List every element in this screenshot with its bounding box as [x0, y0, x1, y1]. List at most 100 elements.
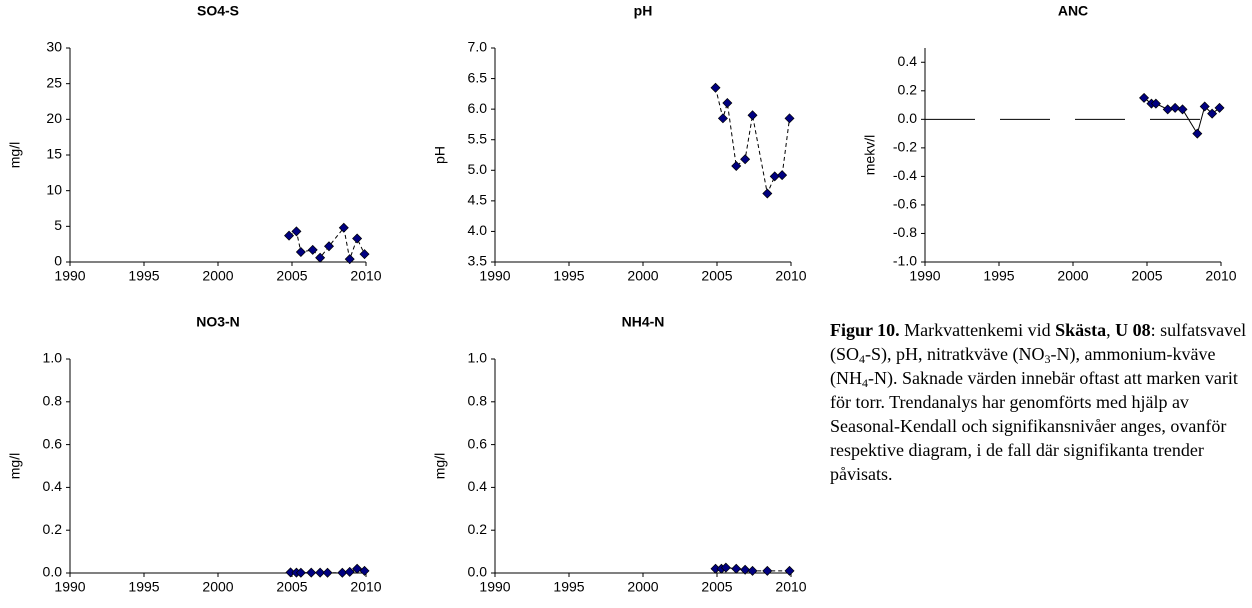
data-point — [344, 566, 355, 577]
y-tick-label: 6.5 — [468, 69, 488, 85]
x-tick-label: 1990 — [54, 579, 85, 595]
y-tick-label: 1.0 — [43, 350, 63, 366]
x-tick-label: 2000 — [627, 268, 658, 284]
data-point — [291, 226, 302, 237]
data-point — [1150, 98, 1161, 109]
data-point — [1192, 128, 1203, 139]
y-tick-label: 10 — [46, 181, 62, 197]
y-tick-label: 1.0 — [468, 350, 488, 366]
chart-title: SO4-S — [197, 3, 239, 19]
y-tick-label: 5.0 — [468, 161, 488, 177]
x-tick-label: 2005 — [701, 579, 732, 595]
x-tick-label: 2005 — [701, 268, 732, 284]
y-axis-label: mekv/l — [862, 135, 878, 175]
y-tick-label: 3.5 — [468, 253, 488, 269]
data-point — [1139, 92, 1150, 103]
caption-segment: -S), pH, nitratkväve (NO — [865, 344, 1045, 364]
y-tick-label: 4.0 — [468, 222, 488, 238]
data-point — [720, 562, 731, 573]
y-tick-label: 0 — [54, 253, 62, 269]
chart-title: NO3-N — [196, 314, 240, 330]
data-point — [352, 233, 363, 244]
caption-segment: Skästa — [1055, 320, 1107, 340]
y-tick-label: 0.8 — [468, 393, 488, 409]
y-tick-label: 30 — [46, 39, 62, 55]
data-point — [284, 230, 295, 241]
y-tick-label: -0.8 — [893, 224, 917, 240]
data-point — [740, 564, 751, 575]
data-point — [1207, 108, 1218, 119]
data-point — [359, 249, 370, 260]
x-tick-label: 1995 — [553, 579, 584, 595]
caption-segment: 4 — [859, 352, 866, 366]
caption-segment: U 08 — [1115, 320, 1151, 340]
data-point — [762, 188, 773, 199]
data-point — [769, 171, 780, 182]
data-point — [1199, 101, 1210, 112]
data-point — [315, 567, 326, 578]
data-point — [740, 154, 751, 165]
y-axis-label: mg/l — [7, 453, 23, 479]
caption-segment: Figur 10. — [830, 320, 900, 340]
data-point — [710, 82, 721, 93]
x-tick-label: 2010 — [775, 268, 806, 284]
x-tick-label: 2005 — [1131, 268, 1162, 284]
y-tick-label: 20 — [46, 110, 62, 126]
y-tick-label: 0.2 — [468, 521, 488, 537]
x-tick-label: 1995 — [128, 579, 159, 595]
y-tick-label: 0.8 — [43, 393, 63, 409]
data-point — [1177, 104, 1188, 115]
data-point — [307, 244, 318, 255]
x-tick-label: 2000 — [1057, 268, 1088, 284]
data-point — [295, 247, 306, 258]
data-point — [1214, 102, 1225, 113]
y-axis-label: pH — [432, 146, 448, 164]
x-tick-label: 2010 — [1205, 268, 1236, 284]
data-point — [359, 565, 370, 576]
chart-title: NH4-N — [622, 314, 665, 330]
x-tick-label: 2010 — [350, 268, 381, 284]
data-point — [337, 567, 348, 578]
y-tick-label: 0.0 — [898, 110, 918, 126]
data-point — [352, 563, 363, 574]
caption-segment: -N), ammonium-kväve (NH — [830, 344, 1216, 388]
y-tick-label: 25 — [46, 74, 62, 90]
series-line — [288, 226, 365, 262]
x-tick-label: 1990 — [479, 579, 510, 595]
data-point — [717, 113, 728, 124]
data-point — [784, 565, 795, 576]
x-tick-label: 2005 — [276, 268, 307, 284]
data-point — [295, 567, 306, 578]
caption-segment: Markvattenkemi vid — [899, 320, 1056, 340]
x-tick-label: 2010 — [775, 579, 806, 595]
y-tick-label: 4.5 — [468, 192, 488, 208]
y-tick-label: 0.0 — [43, 564, 63, 580]
y-tick-label: 5.5 — [468, 130, 488, 146]
data-point — [777, 170, 788, 181]
y-tick-label: 0.2 — [43, 521, 63, 537]
y-axis-label: mg/l — [7, 142, 23, 168]
data-point — [731, 161, 742, 172]
y-tick-label: -0.4 — [893, 167, 917, 183]
chart-title: pH — [634, 3, 653, 19]
data-point — [322, 567, 333, 578]
x-tick-label: 1990 — [479, 268, 510, 284]
y-axis-label: mg/l — [432, 453, 448, 479]
y-tick-label: 0.4 — [898, 53, 918, 69]
data-point — [315, 252, 326, 263]
x-tick-label: 2000 — [627, 579, 658, 595]
x-tick-label: 1990 — [54, 268, 85, 284]
y-tick-label: 0.4 — [43, 478, 63, 494]
x-tick-label: 2005 — [276, 579, 307, 595]
data-point — [784, 113, 795, 124]
data-point — [747, 110, 758, 121]
y-tick-label: -0.2 — [893, 139, 917, 155]
x-tick-label: 2010 — [350, 579, 381, 595]
data-point — [1162, 104, 1173, 115]
y-tick-label: 0.6 — [43, 435, 63, 451]
caption: Figur 10. Markvattenkemi vid Skästa, U 0… — [830, 318, 1250, 486]
y-tick-label: 7.0 — [468, 39, 488, 55]
x-tick-label: 1995 — [128, 268, 159, 284]
y-tick-label: 0.2 — [898, 82, 918, 98]
